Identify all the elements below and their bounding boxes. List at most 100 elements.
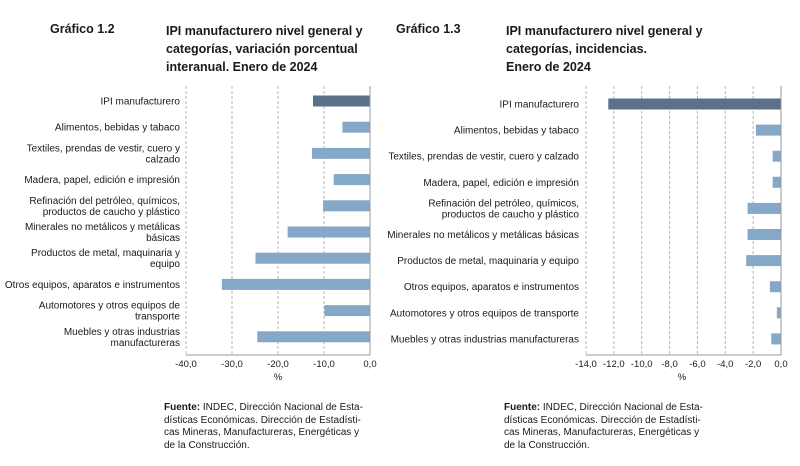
- category-label-line: calzado: [146, 154, 181, 165]
- x-axis-label: %: [274, 372, 283, 383]
- category-label-line: Refinación del petróleo, químicos,: [29, 196, 180, 207]
- category-label-line: Refinación del petróleo, químicos,: [428, 198, 579, 209]
- bar: [342, 121, 370, 133]
- chart-title: IPI manufacturero nivel general y catego…: [166, 22, 363, 76]
- chart-number: Gráfico 1.3: [396, 22, 461, 36]
- chart-panel-right: Gráfico 1.3 IPI manufacturero nivel gene…: [387, 0, 800, 466]
- x-tick-label: -40,0: [175, 359, 197, 370]
- bar: [312, 147, 370, 159]
- chart-title-line: IPI manufacturero nivel general y: [506, 24, 703, 38]
- bar: [772, 150, 781, 162]
- x-tick-label: -6,0: [689, 359, 705, 370]
- category-label-line: Muebles y otras industrias: [64, 327, 180, 338]
- x-tick-label: -14,0: [575, 359, 597, 370]
- chart-title-line: Enero de 2024: [506, 60, 591, 74]
- bar: [772, 176, 781, 188]
- category-label-line: Automotores y otros equipos de: [39, 301, 181, 312]
- x-axis-label: %: [678, 372, 687, 383]
- category-label-line: Minerales no metálicos y metálicas: [25, 222, 180, 233]
- category-label: Muebles y otras industrias manufactureras: [64, 327, 180, 349]
- category-label: Madera, papel, edición e impresión: [24, 175, 180, 186]
- x-tick-label: -2,0: [745, 359, 761, 370]
- category-label-line: Automotores y otros equipos de transport…: [390, 308, 579, 319]
- category-label: Minerales no metálicos y metálicas básic…: [387, 230, 579, 241]
- bar: [746, 255, 781, 267]
- category-label-line: Productos de metal, maquinaria y: [31, 248, 180, 259]
- source-note: Fuente: INDEC, Dirección Nacional de Est…: [504, 402, 703, 452]
- bar: [747, 229, 781, 240]
- category-label-line: IPI manufacturero: [101, 97, 181, 108]
- bar: [255, 252, 370, 264]
- x-tick-label: -10,0: [313, 359, 335, 370]
- bar: [747, 202, 781, 214]
- x-tick-label: -4,0: [717, 359, 733, 370]
- source-label: Fuente:: [164, 402, 201, 413]
- chart-number: Gráfico 1.2: [50, 22, 115, 36]
- category-label-line: Madera, papel, edición e impresión: [24, 175, 180, 186]
- category-label: Productos de metal, maquinaria y equipo: [397, 256, 579, 267]
- category-label-line: Textiles, prendas de vestir, cuero y: [27, 143, 180, 154]
- category-label-line: IPI manufacturero: [500, 100, 580, 111]
- bar-chart-incidencias: IPI manufacturero Alimentos, bebidas y ta…: [387, 86, 788, 383]
- category-label: Refinación del petróleo, químicos, produc…: [428, 198, 579, 220]
- category-label: Otros equipos, aparatos e instrumentos: [5, 280, 180, 291]
- category-label: Muebles y otras industrias manufacturera…: [391, 334, 579, 345]
- chart-title-line: categorías, variación porcentual: [166, 42, 358, 56]
- category-label: Automotores y otros equipos de transport…: [390, 308, 579, 319]
- category-label: Productos de metal, maquinaria y equipo: [31, 248, 180, 270]
- source-line: de la Construcción.: [504, 439, 590, 451]
- category-label: Alimentos, bebidas y tabaco: [55, 123, 181, 134]
- bar: [755, 124, 781, 136]
- x-tick-label: -8,0: [661, 359, 677, 370]
- bar: [257, 331, 370, 343]
- chart-title-line: interanual. Enero de 2024: [166, 60, 318, 74]
- category-label-line: Otros equipos, aparatos e instrumentos: [404, 282, 579, 293]
- category-label-line: Alimentos, bebidas y tabaco: [454, 126, 580, 137]
- source-line: cas Mineras, Manufactureras, Energéticas…: [164, 427, 360, 438]
- bar: [323, 200, 370, 212]
- x-tick-label: -10,0: [631, 359, 653, 370]
- bar: [312, 95, 370, 107]
- bar: [771, 333, 781, 345]
- source-line: INDEC, Dirección Nacional de Esta-: [540, 402, 703, 413]
- category-label-line: productos de caucho y plástico: [442, 209, 580, 220]
- category-label-line: equipo: [150, 259, 180, 270]
- bar: [324, 305, 370, 317]
- category-label: Alimentos, bebidas y tabaco: [454, 126, 580, 137]
- chart-panel-left: Gráfico 1.2 IPI manufacturero nivel gene…: [5, 22, 377, 452]
- category-label: Madera, papel, edición e impresión: [423, 178, 579, 189]
- category-label: IPI manufacturero: [500, 100, 580, 111]
- chart-title-line: IPI manufacturero nivel general y: [166, 24, 363, 38]
- category-label-line: Muebles y otras industrias manufacturera…: [391, 334, 579, 345]
- bar: [333, 174, 370, 186]
- category-label-line: Minerales no metálicos y metálicas básic…: [387, 230, 579, 241]
- chart-title-line: categorías, incidencias.: [506, 42, 648, 56]
- bar: [769, 281, 781, 293]
- x-tick-label: -30,0: [221, 359, 243, 370]
- category-label-line: básicas: [146, 233, 180, 244]
- bar: [221, 278, 370, 290]
- source-note: Fuente: INDEC, Dirección Nacional de Est…: [164, 402, 363, 452]
- category-label-line: productos de caucho y plástico: [43, 207, 181, 218]
- category-label: Automotores y otros equipos de transporte: [39, 301, 181, 323]
- bar-chart-variacion: IPI manufacturero Alimentos, bebidas y ta…: [5, 86, 377, 383]
- bar: [608, 98, 781, 110]
- category-label-line: Madera, papel, edición e impresión: [423, 178, 579, 189]
- source-line: dísticas Económicas. Dirección de Estadí…: [504, 414, 701, 426]
- category-label-line: transporte: [135, 312, 180, 323]
- chart-title: IPI manufacturero nivel general y catego…: [506, 22, 703, 76]
- category-label-line: Alimentos, bebidas y tabaco: [55, 123, 181, 134]
- category-label-line: Otros equipos, aparatos e instrumentos: [5, 280, 180, 291]
- category-label-line: manufactureras: [111, 338, 180, 349]
- source-line: de la Construcción.: [164, 439, 250, 451]
- category-label: Refinación del petróleo, químicos, produc…: [29, 196, 180, 218]
- source-line: dísticas Económicas. Dirección de Estadí…: [164, 414, 361, 426]
- category-label: Textiles, prendas de vestir, cuero y cal…: [388, 152, 579, 163]
- source-line: INDEC, Dirección Nacional de Esta-: [200, 402, 363, 413]
- x-tick-label: -20,0: [267, 359, 289, 370]
- x-tick-label: 0,0: [774, 359, 787, 370]
- x-tick-label: 0,0: [363, 359, 376, 370]
- category-label: IPI manufacturero: [101, 97, 181, 108]
- category-label-line: Textiles, prendas de vestir, cuero y cal…: [388, 152, 579, 163]
- x-tick-label: -12,0: [603, 359, 625, 370]
